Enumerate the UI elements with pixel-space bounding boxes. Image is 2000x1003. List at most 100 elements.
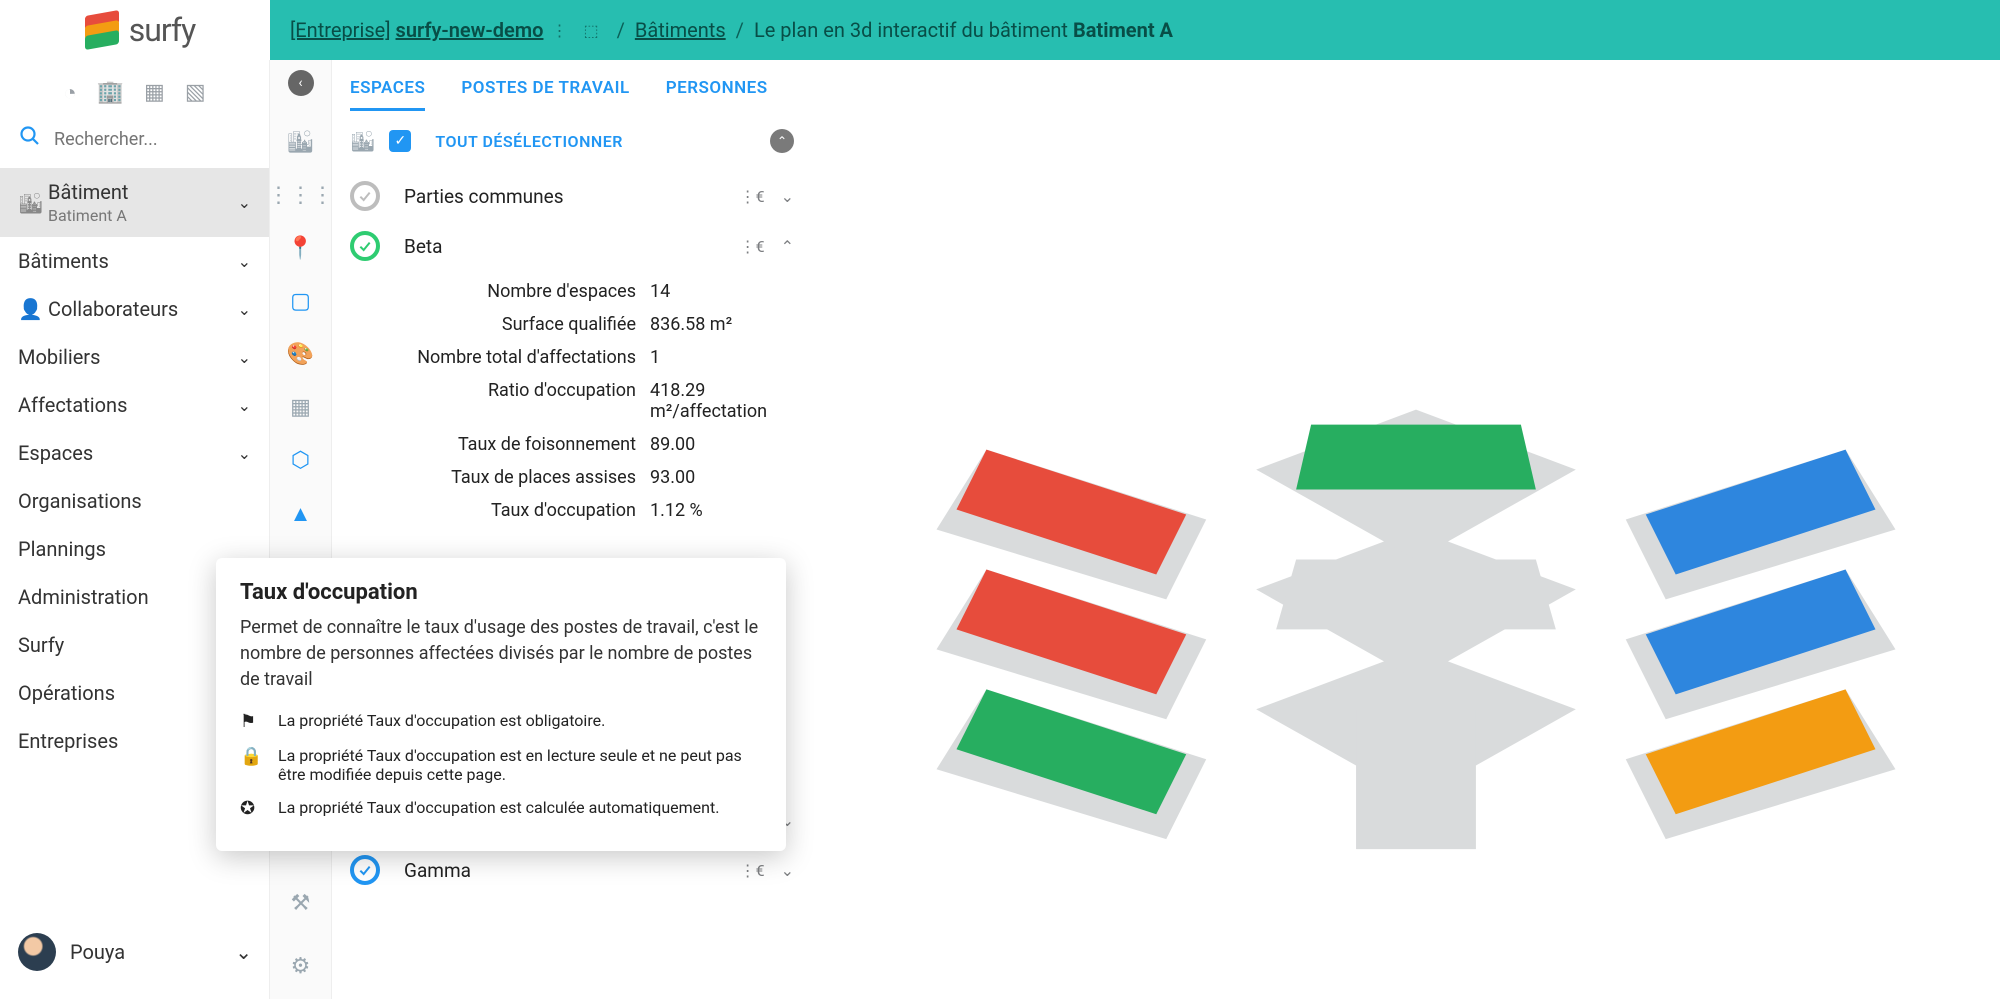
lock-icon: 🔒	[240, 746, 262, 767]
building-3d-svg	[812, 60, 2000, 999]
org-checkbox[interactable]	[350, 855, 380, 885]
stat-row: Ratio d'occupation418.29 m²/affectation	[332, 374, 812, 428]
building-icon: 🏙	[18, 191, 48, 215]
sidebar-item-espaces[interactable]: Espaces⌄	[0, 429, 269, 477]
breadcrumb-bar: [Entreprise] surfy-new-demo ⋮ ⬚ / Bâtime…	[270, 0, 2000, 60]
sidebar-building-sub: Batiment A	[48, 206, 128, 225]
sidebar-item-building-current[interactable]: 🏙 Bâtiment Batiment A ⌄	[0, 168, 269, 237]
tooltip-prop-readonly: 🔒 La propriété Taux d'occupation est en …	[240, 746, 762, 784]
stat-key: Nombre d'espaces	[350, 281, 650, 302]
sidebar-item-mobiliers[interactable]: Mobiliers⌄	[0, 333, 269, 381]
collapse-all-button[interactable]: ⌃	[770, 129, 794, 153]
rail-square-icon[interactable]: ▢	[290, 289, 311, 314]
breadcrumb-entreprise-prefix[interactable]: [Entreprise]	[290, 18, 391, 42]
stat-key: Taux de places assises	[350, 467, 650, 488]
rail-palette-icon[interactable]: 🎨	[287, 342, 314, 367]
rail-collapse-button[interactable]: ‹	[288, 70, 314, 96]
sidebar-building-label: Bâtiment	[48, 180, 128, 204]
org-stats: Nombre d'espaces14Surface qualifiée836.5…	[332, 271, 812, 535]
chevron-icon[interactable]: ⌄	[781, 187, 794, 206]
person-icon: 👤	[18, 297, 48, 321]
rail-settings-icon[interactable]: ⚙	[291, 954, 311, 979]
stat-row: Taux d'occupation1.12 %	[332, 494, 812, 527]
breadcrumb-entreprise[interactable]: surfy-new-demo	[396, 18, 544, 42]
sidebar-user[interactable]: Pouya ⌄	[0, 923, 270, 981]
euro-icon[interactable]: ⋮€	[740, 861, 765, 880]
tooltip-prop-auto: ✪ La propriété Taux d'occupation est cal…	[240, 798, 762, 819]
org-checkbox[interactable]	[350, 231, 380, 261]
stat-key: Surface qualifiée	[350, 314, 650, 335]
breadcrumb-section[interactable]: Bâtiments	[635, 18, 726, 42]
tooltip-card: Taux d'occupation Permet de connaître le…	[216, 558, 786, 851]
3d-viewport[interactable]	[812, 60, 2000, 999]
stat-row: Nombre d'espaces14	[332, 275, 812, 308]
view-building-icon[interactable]: 🏢	[97, 80, 124, 106]
tab-postes[interactable]: POSTES DE TRAVAIL	[461, 78, 629, 111]
stat-value: 836.58 m²	[650, 314, 794, 335]
org-name: Gamma	[404, 859, 471, 882]
rail-building-icon[interactable]: 🏙	[287, 130, 315, 155]
rail-grid-dots-icon[interactable]: ⋮⋮⋮	[268, 183, 334, 208]
view-floor-icon[interactable]: ▦	[144, 80, 165, 106]
chevron-down-icon: ⌄	[235, 940, 252, 964]
rail-shapes-icon[interactable]: ▲	[290, 501, 312, 527]
panel-header: 🏙 ✓ TOUT DÉSÉLECTIONNER ⌃	[332, 111, 812, 171]
rail-pin-icon[interactable]: 📍	[287, 236, 314, 261]
breadcrumb-building-name: Batiment A	[1073, 18, 1173, 42]
sidebar-search[interactable]	[0, 116, 269, 168]
org-checkbox[interactable]	[350, 181, 380, 211]
breadcrumb-building-icon: ⬚	[583, 21, 598, 40]
search-input[interactable]	[54, 129, 251, 150]
stat-row: Nombre total d'affectations1	[332, 341, 812, 374]
org-row[interactable]: Beta ⋮€ ⌃	[332, 221, 812, 271]
stat-value: 1.12 %	[650, 500, 794, 521]
stat-value: 89.00	[650, 434, 794, 455]
chevron-icon[interactable]: ⌃	[781, 237, 794, 256]
tab-espaces[interactable]: ESPACES	[350, 78, 425, 111]
sidebar-item-affectations[interactable]: Affectations⌄	[0, 381, 269, 429]
search-icon	[18, 124, 42, 154]
breadcrumb-menu-icon[interactable]: ⋮	[551, 21, 567, 40]
rail-hierarchy-icon[interactable]: ⬡	[291, 448, 310, 473]
chevron-down-icon: ⌄	[238, 193, 251, 212]
panel-tabs: ESPACES POSTES DE TRAVAIL PERSONNES	[332, 60, 812, 111]
select-all-checkbox[interactable]: ✓	[389, 130, 411, 152]
chevron-icon[interactable]: ⌄	[781, 861, 794, 880]
avatar	[18, 933, 56, 971]
logo[interactable]: surfy	[10, 0, 270, 60]
stat-value: 93.00	[650, 467, 794, 488]
logo-icon	[85, 13, 119, 47]
left-sidebar: ◔ 🏢 ▦ ▧ 🏙 Bâtiment Batiment A ⌄ Bâtiment…	[0, 60, 270, 999]
tooltip-prop-required: ⚑ La propriété Taux d'occupation est obl…	[240, 711, 762, 732]
tool-rail: ‹ 🏙 ⋮⋮⋮ 📍 ▢ 🎨 ▦ ⬡ ▲ ⚒ ⚙	[270, 60, 332, 999]
view-pie-icon[interactable]: ◔	[63, 80, 76, 106]
logo-text: surfy	[129, 11, 196, 49]
stat-row: Surface qualifiée836.58 m²	[332, 308, 812, 341]
panel-building-icon: 🏙	[350, 129, 375, 153]
rail-tools-icon[interactable]: ⚒	[291, 891, 311, 916]
stat-value: 1	[650, 347, 794, 368]
org-name: Parties communes	[404, 185, 564, 208]
sidebar-item-organisations[interactable]: Organisations	[0, 477, 269, 525]
org-row[interactable]: Parties communes ⋮€ ⌄	[332, 171, 812, 221]
deselect-all-button[interactable]: TOUT DÉSÉLECTIONNER	[435, 132, 623, 151]
stat-row: Taux de foisonnement89.00	[332, 428, 812, 461]
stat-value: 14	[650, 281, 794, 302]
euro-icon[interactable]: ⋮€	[740, 187, 765, 206]
org-name: Beta	[404, 235, 442, 258]
sidebar-item-collaborateurs[interactable]: 👤 Collaborateurs⌄	[0, 285, 269, 333]
euro-icon[interactable]: ⋮€	[740, 237, 765, 256]
tooltip-title: Taux d'occupation	[240, 580, 762, 605]
sidebar-top-icons: ◔ 🏢 ▦ ▧	[0, 60, 269, 116]
tab-personnes[interactable]: PERSONNES	[666, 78, 768, 111]
stat-key: Taux d'occupation	[350, 500, 650, 521]
sidebar-item-batiments[interactable]: Bâtiments⌄	[0, 237, 269, 285]
breadcrumb-page: Le plan en 3d interactif du bâtiment	[754, 18, 1068, 42]
user-name: Pouya	[70, 940, 125, 964]
view-3d-icon[interactable]: ▧	[185, 80, 206, 106]
stat-key: Nombre total d'affectations	[350, 347, 650, 368]
org-row[interactable]: Gamma ⋮€ ⌄	[332, 845, 812, 895]
rail-hash-icon[interactable]: ▦	[290, 395, 311, 420]
stat-key: Ratio d'occupation	[350, 380, 650, 422]
required-icon: ⚑	[240, 711, 262, 732]
